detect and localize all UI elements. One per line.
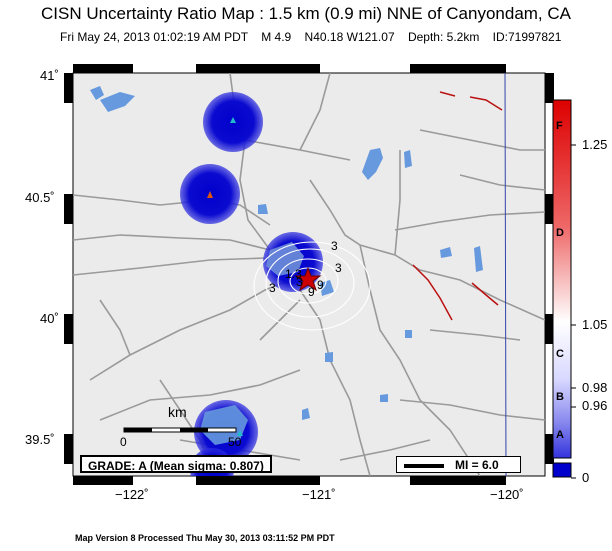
contour-label: 3 — [331, 239, 338, 253]
state-boundary — [504, 73, 507, 476]
contour-label: 9 — [308, 285, 315, 299]
colorbar-value: 0.98 — [582, 380, 608, 395]
lon-label: −121˚ — [302, 487, 336, 502]
lat-label: 39.5˚ — [25, 432, 55, 447]
grade-box: GRADE: A (Mean sigma: 0.807) — [80, 455, 272, 473]
colorbar-letter: D — [556, 227, 564, 239]
lon-label: −120˚ — [490, 487, 524, 502]
event-info: Fri May 24, 2013 01:02:19 AM PDT M 4.9 N… — [60, 30, 562, 44]
contour-rings — [253, 241, 371, 331]
colorbar-min-swatch — [552, 462, 572, 478]
station-triangle-icon — [237, 430, 243, 436]
station-triangle-icon — [230, 117, 236, 123]
contour-label: 3 — [335, 261, 342, 275]
contour-label: 3 — [296, 275, 303, 289]
colorbar-letter: C — [556, 348, 564, 360]
lat-label: 40.5˚ — [25, 190, 55, 205]
map-version-footer: Map Version 8 Processed Thu May 30, 2013… — [75, 533, 335, 543]
lat-label: 40˚ — [40, 311, 59, 326]
map-title: CISN Uncertainty Ratio Map : 1.5 km (0.9… — [40, 4, 571, 23]
colorbar-letter: A — [556, 429, 564, 441]
reservoir — [200, 405, 248, 445]
colorbar-letter: B — [556, 391, 564, 403]
station-triangle-icon — [207, 191, 213, 198]
magnitude-text: MI = 6.0 — [455, 458, 499, 472]
frame-ticks — [64, 64, 554, 485]
contour-label: 1.3 — [285, 267, 302, 281]
colorbar-value: 0.96 — [582, 398, 608, 413]
scale-start: 0 — [120, 435, 127, 449]
scale-unit: km — [168, 404, 187, 420]
epicenter-star-icon — [294, 266, 322, 292]
colorbar-letter: F — [556, 120, 563, 132]
scale-end: 50 — [228, 435, 242, 449]
colorbar-value: 1.25 — [582, 137, 608, 152]
magnitude-bar — [404, 464, 444, 468]
contour-label: 3 — [269, 281, 276, 295]
fault-lines — [412, 91, 503, 321]
lon-label: −122˚ — [115, 487, 149, 502]
colorbar-value: 1.05 — [582, 317, 608, 332]
road-network — [73, 73, 545, 476]
colorbar-value: 0 — [582, 470, 590, 485]
colorbar — [552, 99, 572, 459]
magnitude-legend: MI = 6.0 — [396, 456, 521, 473]
contour-label: 9 — [317, 278, 324, 292]
scale-bar — [123, 427, 237, 433]
lat-label: 41˚ — [40, 68, 59, 83]
